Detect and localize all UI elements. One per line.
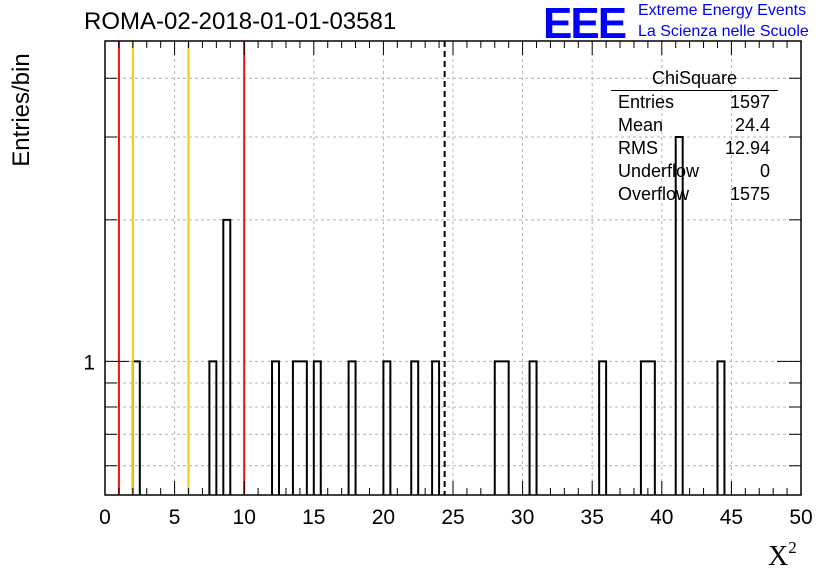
stats-row-overflow: Overflow 1575 [611, 183, 778, 206]
x-axis-label: X2 [768, 538, 797, 573]
stats-row-entries: Entries 1597 [611, 91, 778, 114]
chart-title: ROMA-02-2018-01-01-03581 [84, 8, 397, 35]
stats-value: 12.94 [724, 138, 770, 158]
histogram-bin [432, 361, 439, 495]
x-tick-label: 30 [511, 506, 534, 529]
histogram-bin [272, 361, 279, 495]
stats-label: Entries [618, 92, 675, 112]
histogram-bin [411, 361, 418, 495]
eee-logo: EEE [543, 0, 627, 48]
logo-tagline-1: Extreme Energy Events [638, 2, 807, 19]
x-tick-label: 35 [581, 506, 604, 529]
stats-box: ChiSquare Entries 1597 Mean 24.4 RMS 12.94 … [611, 66, 778, 206]
x-tick-label: 15 [302, 506, 325, 529]
histogram-bin [300, 361, 307, 495]
x-tick-label: 40 [650, 506, 673, 529]
histogram-bin [349, 361, 356, 495]
x-tick-label: 50 [789, 506, 812, 529]
histogram-bin [648, 361, 655, 495]
stats-row-rms: RMS 12.94 [611, 137, 778, 160]
x-tick-label: 20 [372, 506, 395, 529]
x-axis-label-sup: 2 [788, 538, 797, 557]
stats-label: RMS [618, 138, 658, 158]
histogram-bin [383, 361, 390, 495]
stats-title: ChiSquare [611, 66, 778, 91]
y-tick-label: 1 [83, 351, 95, 374]
x-tick-label: 25 [441, 506, 464, 529]
histogram-bin [599, 361, 606, 495]
x-axis-label-base: X [768, 541, 789, 572]
histogram-bin [293, 361, 300, 495]
histogram-bin [530, 361, 537, 495]
histogram-bin [502, 361, 509, 495]
histogram-outline [131, 136, 726, 495]
stats-value: 1575 [729, 184, 770, 204]
stats-label: Overflow [618, 184, 690, 204]
x-tick-label: 5 [169, 506, 181, 529]
stats-label: Mean [618, 115, 664, 135]
stats-value: 0 [759, 161, 770, 181]
x-tick-label: 0 [99, 506, 111, 529]
x-tick-label: 45 [720, 506, 743, 529]
stats-value: 1597 [729, 92, 770, 112]
histogram-bin [495, 361, 502, 495]
histogram-bin [209, 361, 216, 495]
stats-value: 24.4 [734, 115, 770, 135]
logo-tagline-2: La Scienza nelle Scuole [638, 23, 809, 40]
histogram-bin [641, 361, 648, 495]
x-tick-label: 10 [233, 506, 256, 529]
histogram-bin [314, 361, 321, 495]
histogram-bin [223, 220, 230, 495]
histogram-bin [717, 361, 724, 495]
stats-label: Underflow [618, 161, 700, 181]
stats-row-mean: Mean 24.4 [611, 114, 778, 137]
stats-row-underflow: Underflow 0 [611, 160, 778, 183]
histogram-bin [133, 361, 140, 495]
